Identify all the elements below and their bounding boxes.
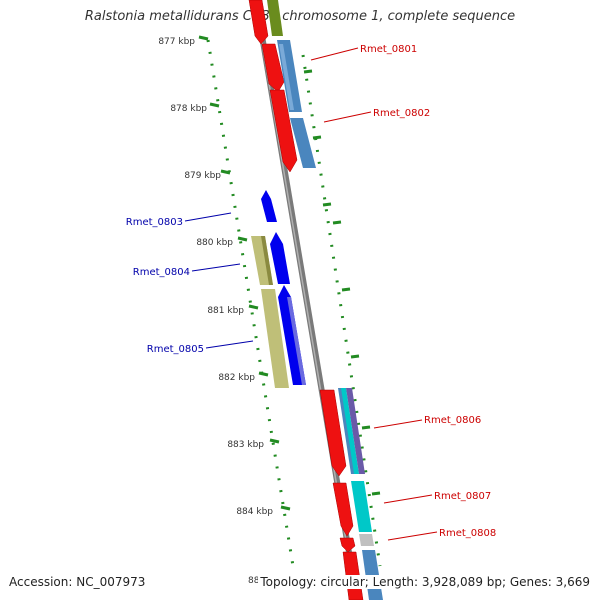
map-title: Ralstonia metallidurans CH34 chromosome …: [84, 9, 516, 24]
tick-mark: [248, 304, 259, 310]
gene-block: [279, 44, 294, 110]
tick-label-overlap: 88: [248, 576, 260, 586]
gene-block: [270, 232, 290, 284]
tick-label: 884 kbp: [236, 507, 273, 517]
gene-block: [339, 537, 356, 553]
gene-block: [267, 0, 283, 36]
gene-block: [351, 481, 372, 532]
tick-label: 882 kbp: [218, 373, 255, 383]
tick-mark: [209, 102, 220, 108]
gene-block: [341, 388, 359, 474]
gene-label-rmet-0803[interactable]: Rmet_0803: [126, 217, 183, 228]
gene-label-rmet-0808[interactable]: Rmet_0808: [439, 528, 496, 539]
gene-block: [319, 389, 347, 477]
gene-block: [346, 388, 365, 474]
tick-label: 881 kbp: [207, 306, 244, 316]
gene-label-rmet-0802[interactable]: Rmet_0802: [373, 108, 430, 119]
kbp-ticks: 877 kbp 878 kbp 879 kbp 880 kbp 881 kbp …: [158, 35, 291, 517]
gene-labels: Rmet_0801 Rmet_0802 Rmet_0803 Rmet_0804 …: [126, 44, 496, 539]
gene-block: [287, 297, 306, 385]
tick-label: 883 kbp: [227, 440, 264, 450]
gene-block: [359, 534, 374, 546]
gene-label-rmet-0804[interactable]: Rmet_0804: [133, 267, 190, 278]
tick-mark: [258, 371, 269, 377]
tick-label: 878 kbp: [170, 104, 207, 114]
gene-label-rmet-0805[interactable]: Rmet_0805: [147, 344, 204, 355]
tick-mark: [198, 35, 209, 41]
tick-label: 877 kbp: [158, 37, 195, 47]
gene-group-top: [248, 0, 316, 173]
right-tick-marks: [303, 69, 381, 496]
topology-text: Topology: circular; Length: 3,928,089 bp…: [258, 575, 590, 589]
scale-track-left: [206, 39, 295, 567]
gene-block: [261, 190, 277, 222]
gene-label-rmet-0807[interactable]: Rmet_0807: [434, 491, 491, 502]
gene-block: [332, 482, 354, 537]
gene-label-rmet-0801[interactable]: Rmet_0801: [360, 44, 417, 55]
tick-mark: [269, 438, 280, 444]
gene-label-rmet-0806[interactable]: Rmet_0806: [424, 415, 481, 426]
tick-mark: [220, 169, 231, 175]
gene-block: [261, 289, 289, 388]
gene-group-middle: [251, 190, 306, 388]
gene-block: [269, 89, 298, 173]
gene-block: [290, 118, 316, 168]
accession-text: Accession: NC_007973: [9, 575, 146, 589]
gene-callouts: [184, 47, 438, 541]
tick-label: 880 kbp: [196, 238, 233, 248]
gene-block: [261, 43, 285, 93]
tick-mark: [237, 236, 248, 242]
gene-block: [261, 236, 273, 285]
tick-label: 879 kbp: [184, 171, 221, 181]
tick-mark: [280, 505, 291, 511]
gene-block: [248, 0, 269, 45]
